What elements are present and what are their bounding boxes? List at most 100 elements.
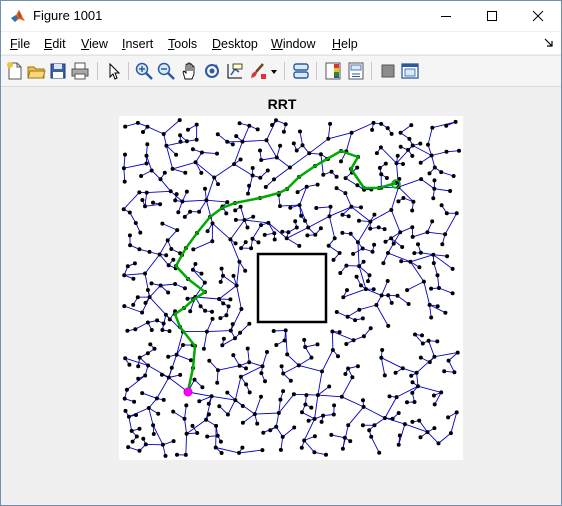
tree-node [121,207,126,212]
tree-node [385,126,390,131]
menu-tools[interactable]: Tools [168,37,198,51]
tree-node [190,267,195,272]
tree-node [357,307,362,312]
tree-node [387,394,392,399]
tree-edge [380,147,397,164]
tree-edge [144,203,161,207]
tree-edge [149,285,161,298]
tree-node [182,416,187,421]
tree-node [383,239,388,244]
brush-dropdown-icon[interactable] [269,61,279,81]
tree-node [406,302,411,306]
link-plot-icon[interactable] [291,61,311,81]
tree-edge [193,240,213,250]
tree-node [212,175,217,180]
tree-node [147,249,152,254]
plot-axes[interactable] [119,116,463,460]
tree-node [284,236,289,241]
tree-edge [276,157,291,168]
tree-edge [249,361,263,367]
tree-node [177,118,182,123]
tree-node [299,445,304,450]
new-figure-icon[interactable] [5,61,25,81]
tree-edge [222,275,237,286]
menu-edit[interactable]: Edit [44,37,66,51]
tree-node [238,157,243,162]
tree-edge [123,192,140,210]
tree-node [292,425,297,430]
tree-edge [184,405,187,419]
tree-edge [240,365,263,378]
tree-edge [262,351,268,367]
tree-node [360,423,365,428]
menu-window[interactable]: Window [271,37,316,51]
tree-edge [286,227,309,239]
tree-edge [233,141,243,165]
menu-view[interactable]: View [81,37,108,51]
pan-icon[interactable] [179,61,199,81]
tree-node [259,158,264,162]
rotate-3d-icon[interactable] [202,61,222,81]
tree-node [151,432,156,436]
tree-node [293,219,298,224]
tree-edge [329,206,352,217]
menu-help[interactable]: Help [332,37,358,51]
tree-node [215,380,220,385]
show-plot-tools-icon[interactable] [400,61,420,81]
tree-node [361,334,366,339]
tree-edge [285,330,288,355]
colorbar-icon[interactable] [323,61,343,81]
tree-node [378,145,383,150]
menu-insert[interactable]: Insert [122,37,154,51]
tree-node [312,434,317,439]
tree-edge [384,417,406,425]
tree-node [297,243,302,248]
tree-edge [317,394,342,398]
tree-node [306,225,311,230]
tree-node [148,342,153,347]
tree-node [143,271,147,276]
tree-node [164,143,169,148]
legend-icon[interactable] [346,61,366,81]
tree-node [282,338,287,343]
brush-icon[interactable] [248,61,268,81]
maximize-button[interactable] [469,1,515,31]
tree-node [304,393,309,398]
tree-node [231,273,236,278]
tree-node [414,370,419,375]
tree-node [346,214,351,219]
tree-node [188,309,193,314]
tree-node [348,439,353,444]
minimize-button[interactable] [423,1,469,31]
undock-arrow-icon[interactable] [544,38,553,47]
save-icon[interactable] [48,61,68,81]
tree-edge [242,413,256,424]
tree-node [131,276,136,281]
menu-desktop[interactable]: Desktop [212,37,258,51]
tree-node [123,124,128,129]
print-icon[interactable] [70,61,90,81]
hide-plot-tools-icon[interactable] [378,61,398,81]
zoom-out-icon[interactable] [156,61,176,81]
tree-node [409,373,414,378]
zoom-in-icon[interactable] [134,61,154,81]
tree-node [418,250,423,255]
tree-node [215,433,220,438]
tree-node [410,153,415,158]
pointer-icon[interactable] [104,61,124,81]
tree-node [178,139,183,144]
tree-node [408,259,413,264]
title-bar[interactable]: Figure 1001 [1,1,561,31]
open-file-icon[interactable] [26,61,46,81]
tree-edge [152,424,164,446]
tree-node [431,261,436,266]
tree-node [271,329,276,333]
rrt-plot [121,118,461,458]
tree-edge [238,449,263,454]
menu-file[interactable]: File [10,37,31,51]
tree-node [410,390,415,395]
data-cursor-icon[interactable] [225,61,245,81]
tree-node [417,418,422,423]
close-button[interactable] [515,1,561,31]
tree-node [225,200,230,205]
